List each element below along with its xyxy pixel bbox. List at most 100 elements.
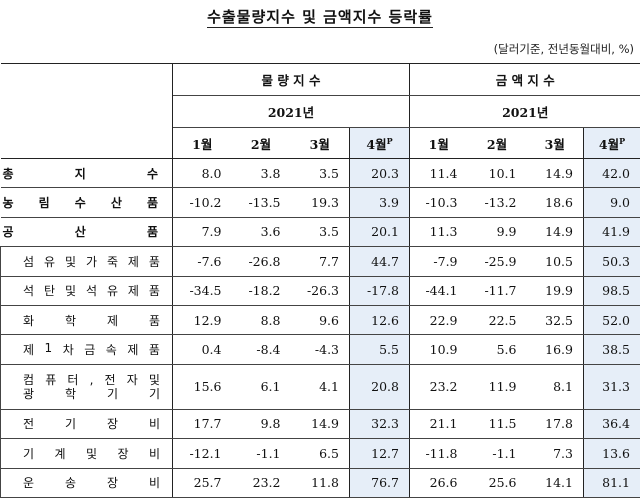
amount-value-cell: 7.3 bbox=[526, 438, 584, 469]
quantity-value-cell: 5.5 bbox=[349, 334, 410, 365]
header-year-quantity: 2021년 bbox=[172, 95, 410, 128]
amount-value-cell: 10.1 bbox=[467, 158, 527, 189]
quantity-value-cell: 7.7 bbox=[290, 246, 350, 277]
quantity-value-cell: 19.3 bbox=[290, 187, 350, 218]
quantity-value-cell: 3.9 bbox=[349, 187, 410, 218]
amount-value-cell: 25.6 bbox=[467, 468, 527, 498]
table-row: 화 학 제 품 12.9 8.8 9.6 12.6 22.9 22.5 32.5 52.0 bbox=[0, 305, 640, 336]
amount-value-cell: 18.6 bbox=[526, 187, 584, 218]
table-row: 섬 유 및 가 죽 제 품 -7.6 -26.8 7.7 44.7 -7.9 -25.9 10.5 50.3 bbox=[0, 246, 640, 277]
amount-value-cell: 36.4 bbox=[583, 409, 640, 440]
quantity-value-cell: 0.4 bbox=[172, 334, 232, 365]
index-table: 물 량 지 수 금 액 지 수 2021년 2021년 1월 2월 3월 4월P… bbox=[0, 63, 640, 498]
amount-value-cell: 22.5 bbox=[467, 305, 527, 336]
quantity-value-cell: -10.2 bbox=[172, 187, 232, 218]
amount-value-cell: 23.2 bbox=[409, 364, 468, 410]
table-row: 기 계 및 장 비 -12.1 -1.1 6.5 12.7 -11.8 -1.1 7.3 13.6 bbox=[0, 438, 640, 469]
amount-value-cell: -25.9 bbox=[467, 246, 527, 277]
amount-value-cell: -7.9 bbox=[409, 246, 468, 277]
amount-value-cell: 38.5 bbox=[583, 334, 640, 365]
table-row: 운 송 장 비 25.7 23.2 11.8 76.7 26.6 25.6 14.1 81.1 bbox=[0, 468, 640, 498]
amount-value-cell: 26.6 bbox=[409, 468, 468, 498]
quantity-value-cell: -26.8 bbox=[231, 246, 291, 277]
amount-value-cell: -44.1 bbox=[409, 276, 468, 306]
month-header: 1월 bbox=[409, 127, 468, 159]
quantity-value-cell: -8.4 bbox=[231, 334, 291, 365]
quantity-value-cell: 4.1 bbox=[290, 364, 350, 410]
quantity-value-cell: 32.3 bbox=[349, 409, 410, 440]
quantity-value-cell: 8.8 bbox=[231, 305, 291, 336]
quantity-value-cell: 3.5 bbox=[290, 158, 350, 189]
quantity-value-cell: -17.8 bbox=[349, 276, 410, 306]
amount-value-cell: 10.9 bbox=[409, 334, 468, 365]
amount-value-cell: 9.9 bbox=[467, 217, 527, 248]
table-row: 농 림 수 산 품 -10.2 -13.5 19.3 3.9 -10.3 -13.2 18.6 9.0 bbox=[0, 187, 640, 218]
amount-value-cell: 9.0 bbox=[583, 187, 640, 218]
quantity-value-cell: 12.7 bbox=[349, 438, 410, 469]
amount-value-cell: 16.9 bbox=[526, 334, 584, 365]
quantity-value-cell: 12.9 bbox=[172, 305, 232, 336]
amount-value-cell: -10.3 bbox=[409, 187, 468, 218]
amount-value-cell: 13.6 bbox=[583, 438, 640, 469]
quantity-value-cell: -12.1 bbox=[172, 438, 232, 469]
amount-value-cell: 31.3 bbox=[583, 364, 640, 410]
header-value-index: 금 액 지 수 bbox=[409, 63, 640, 96]
quantity-value-cell: -26.3 bbox=[290, 276, 350, 306]
quantity-value-cell: 20.3 bbox=[349, 158, 410, 189]
month-header: 3월 bbox=[526, 127, 584, 159]
amount-value-cell: 5.6 bbox=[467, 334, 527, 365]
amount-value-cell: 41.9 bbox=[583, 217, 640, 248]
amount-value-cell: 98.5 bbox=[583, 276, 640, 306]
unit-note: (달러기준, 전년동월대비, %) bbox=[493, 42, 634, 56]
amount-value-cell: 21.1 bbox=[409, 409, 468, 440]
amount-value-cell: 8.1 bbox=[526, 364, 584, 410]
header-quantity-index: 물 량 지 수 bbox=[172, 63, 410, 96]
quantity-value-cell: -13.5 bbox=[231, 187, 291, 218]
amount-value-cell: -13.2 bbox=[467, 187, 527, 218]
amount-value-cell: 14.9 bbox=[526, 158, 584, 189]
amount-value-cell: 81.1 bbox=[583, 468, 640, 498]
amount-value-cell: 17.8 bbox=[526, 409, 584, 440]
quantity-value-cell: 9.8 bbox=[231, 409, 291, 440]
month-header-prelim: 4월P bbox=[349, 127, 410, 159]
table-row: 제 1 차 금 속 제 품 0.4 -8.4 -4.3 5.5 10.9 5.6 16.9 38.5 bbox=[0, 334, 640, 365]
table-row: 석 탄 및 석 유 제 품 -34.5 -18.2 -26.3 -17.8 -44.1 -11.7 19.… bbox=[0, 276, 640, 306]
month-header: 3월 bbox=[290, 127, 350, 159]
quantity-value-cell: 6.5 bbox=[290, 438, 350, 469]
quantity-value-cell: 15.6 bbox=[172, 364, 232, 410]
amount-value-cell: 22.9 bbox=[409, 305, 468, 336]
quantity-value-cell: -34.5 bbox=[172, 276, 232, 306]
quantity-value-cell: -1.1 bbox=[231, 438, 291, 469]
amount-value-cell: 14.9 bbox=[526, 217, 584, 248]
table-row: 공 산 품 7.9 3.6 3.5 20.1 11.3 9.9 14.9 41.9 bbox=[0, 217, 640, 248]
quantity-value-cell: 3.5 bbox=[290, 217, 350, 248]
amount-value-cell: -11.8 bbox=[409, 438, 468, 469]
quantity-value-cell: 3.8 bbox=[231, 158, 291, 189]
amount-value-cell: 52.0 bbox=[583, 305, 640, 336]
amount-value-cell: 50.3 bbox=[583, 246, 640, 277]
amount-value-cell: 10.5 bbox=[526, 246, 584, 277]
quantity-value-cell: 20.1 bbox=[349, 217, 410, 248]
quantity-value-cell: 17.7 bbox=[172, 409, 232, 440]
quantity-value-cell: -4.3 bbox=[290, 334, 350, 365]
quantity-value-cell: 7.9 bbox=[172, 217, 232, 248]
amount-value-cell: 11.5 bbox=[467, 409, 527, 440]
quantity-value-cell: 12.6 bbox=[349, 305, 410, 336]
quantity-value-cell: -7.6 bbox=[172, 246, 232, 277]
amount-value-cell: -11.7 bbox=[467, 276, 527, 306]
amount-value-cell: 14.1 bbox=[526, 468, 584, 498]
month-header: 2월 bbox=[231, 127, 291, 159]
quantity-value-cell: 11.8 bbox=[290, 468, 350, 498]
quantity-value-cell: 25.7 bbox=[172, 468, 232, 498]
amount-value-cell: 11.4 bbox=[409, 158, 468, 189]
quantity-value-cell: 20.8 bbox=[349, 364, 410, 410]
quantity-value-cell: 23.2 bbox=[231, 468, 291, 498]
